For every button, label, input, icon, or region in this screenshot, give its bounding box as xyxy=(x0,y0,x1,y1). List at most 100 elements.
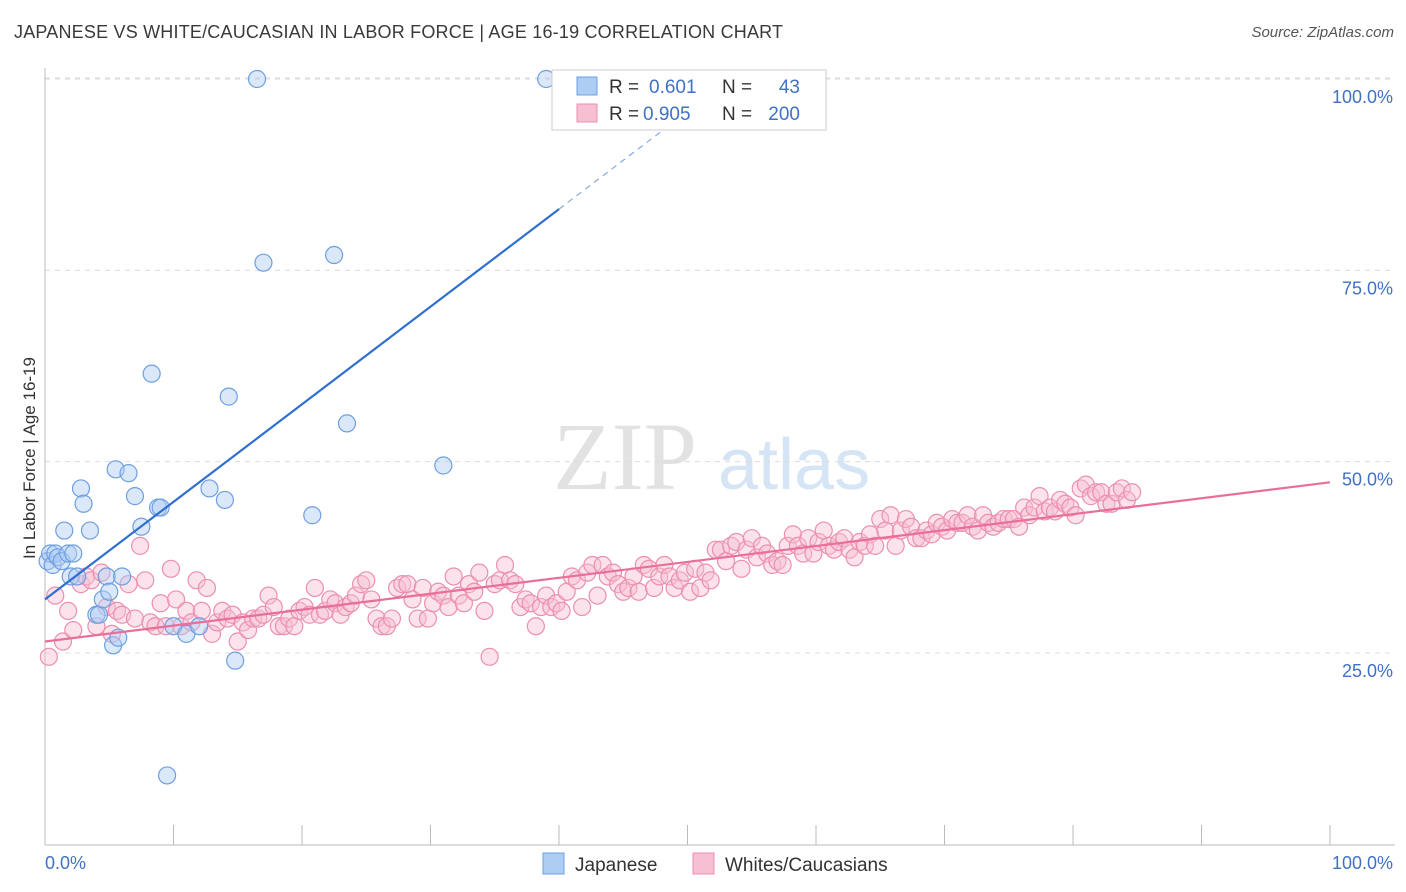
data-point xyxy=(804,544,823,563)
data-point xyxy=(1076,475,1095,494)
data-point xyxy=(59,544,78,563)
data-point xyxy=(142,364,161,383)
data-point xyxy=(398,575,417,594)
data-point xyxy=(629,582,648,601)
data-point xyxy=(285,617,304,636)
data-point xyxy=(444,567,463,586)
data-point xyxy=(157,766,177,785)
data-point xyxy=(264,597,283,617)
data-point xyxy=(413,578,432,598)
data-point xyxy=(408,609,427,628)
legend-swatch-whites xyxy=(692,852,715,875)
data-point xyxy=(742,529,761,548)
stats-legend-swatch-whites xyxy=(576,103,598,123)
data-point xyxy=(475,601,494,621)
data-point xyxy=(495,555,515,575)
data-point xyxy=(119,464,138,483)
stats-r-value-japanese: 0.601 xyxy=(649,77,697,98)
watermark-zip: ZIP xyxy=(553,403,697,510)
data-point xyxy=(303,506,322,525)
chart-title: JAPANESE VS WHITE/CAUCASIAN IN LABOR FOR… xyxy=(14,22,784,42)
data-point xyxy=(855,536,874,555)
data-point xyxy=(701,571,720,590)
data-point xyxy=(732,559,751,578)
trendline-japanese xyxy=(44,208,560,601)
data-point xyxy=(74,494,93,513)
stats-legend-swatch-japanese xyxy=(576,76,598,96)
data-point xyxy=(200,479,219,498)
data-point xyxy=(238,620,258,640)
y-tick-labels: 25.0% 50.0% 75.0% 100.0% xyxy=(1332,87,1393,681)
data-point xyxy=(300,605,319,624)
data-point xyxy=(521,594,540,613)
stats-n-label-whites: N = xyxy=(722,104,752,125)
data-point xyxy=(192,601,211,621)
data-point xyxy=(357,571,376,590)
data-point xyxy=(881,506,900,525)
y-tick-label: 75.0% xyxy=(1342,278,1393,298)
data-point xyxy=(190,617,209,636)
stats-r-label-japanese: R = xyxy=(609,77,639,98)
data-point xyxy=(382,609,402,628)
data-point xyxy=(151,498,170,517)
data-point xyxy=(1112,479,1131,498)
data-point xyxy=(526,617,545,636)
data-point xyxy=(254,253,273,272)
data-point xyxy=(80,521,100,540)
data-point xyxy=(97,567,116,586)
stats-n-label-japanese: N = xyxy=(722,77,752,98)
legend-label-whites: Whites/Caucasians xyxy=(725,855,888,876)
data-point xyxy=(1097,494,1116,513)
japanese-points xyxy=(38,69,556,785)
data-point xyxy=(269,617,288,636)
data-point xyxy=(325,245,344,265)
stats-r-value-whites: 0.905 xyxy=(643,104,691,125)
x-ticks xyxy=(173,825,1331,845)
data-point xyxy=(573,597,592,617)
x-tick-label-max: 100.0% xyxy=(1332,853,1393,873)
data-point xyxy=(773,555,792,575)
data-point xyxy=(866,536,885,555)
stats-legend: R = 0.601 N = 43 R = 0.905 N = 200 xyxy=(551,69,827,131)
data-point xyxy=(197,578,217,598)
data-point xyxy=(82,571,101,590)
data-point xyxy=(177,601,196,621)
data-point xyxy=(39,647,58,666)
data-point xyxy=(208,613,227,632)
trendline-whites xyxy=(44,481,1331,643)
data-point xyxy=(434,456,453,475)
data-point xyxy=(100,582,119,601)
data-point xyxy=(1087,483,1106,502)
data-point xyxy=(465,582,484,601)
data-point xyxy=(372,617,391,636)
data-point xyxy=(130,536,150,555)
data-point xyxy=(112,567,132,586)
data-point xyxy=(326,594,345,613)
data-point xyxy=(650,567,669,586)
data-point xyxy=(588,586,607,605)
watermark: ZIP atlas xyxy=(553,403,870,510)
y-tick-label: 50.0% xyxy=(1342,470,1393,490)
data-point xyxy=(337,414,357,433)
x-tick-label-min: 0.0% xyxy=(45,853,86,873)
data-point xyxy=(393,575,412,594)
bottom-legend: Japanese Whites/Caucasians xyxy=(542,852,888,876)
data-point xyxy=(259,586,278,605)
stats-n-value-whites: 200 xyxy=(768,104,800,125)
data-point xyxy=(215,490,234,510)
data-point xyxy=(871,509,890,529)
data-point xyxy=(89,605,109,624)
source-credit: Source: ZipAtlas.com xyxy=(1251,24,1394,41)
data-point xyxy=(166,590,186,609)
data-point xyxy=(958,506,977,525)
data-point xyxy=(418,609,438,628)
y-tick-label: 100.0% xyxy=(1332,87,1393,107)
data-point xyxy=(783,525,802,544)
data-point xyxy=(619,578,638,598)
data-point xyxy=(125,609,145,628)
data-point xyxy=(187,571,206,590)
trend-lines xyxy=(44,111,1331,643)
data-point xyxy=(61,567,80,586)
data-point xyxy=(814,521,833,540)
data-point xyxy=(680,582,700,601)
